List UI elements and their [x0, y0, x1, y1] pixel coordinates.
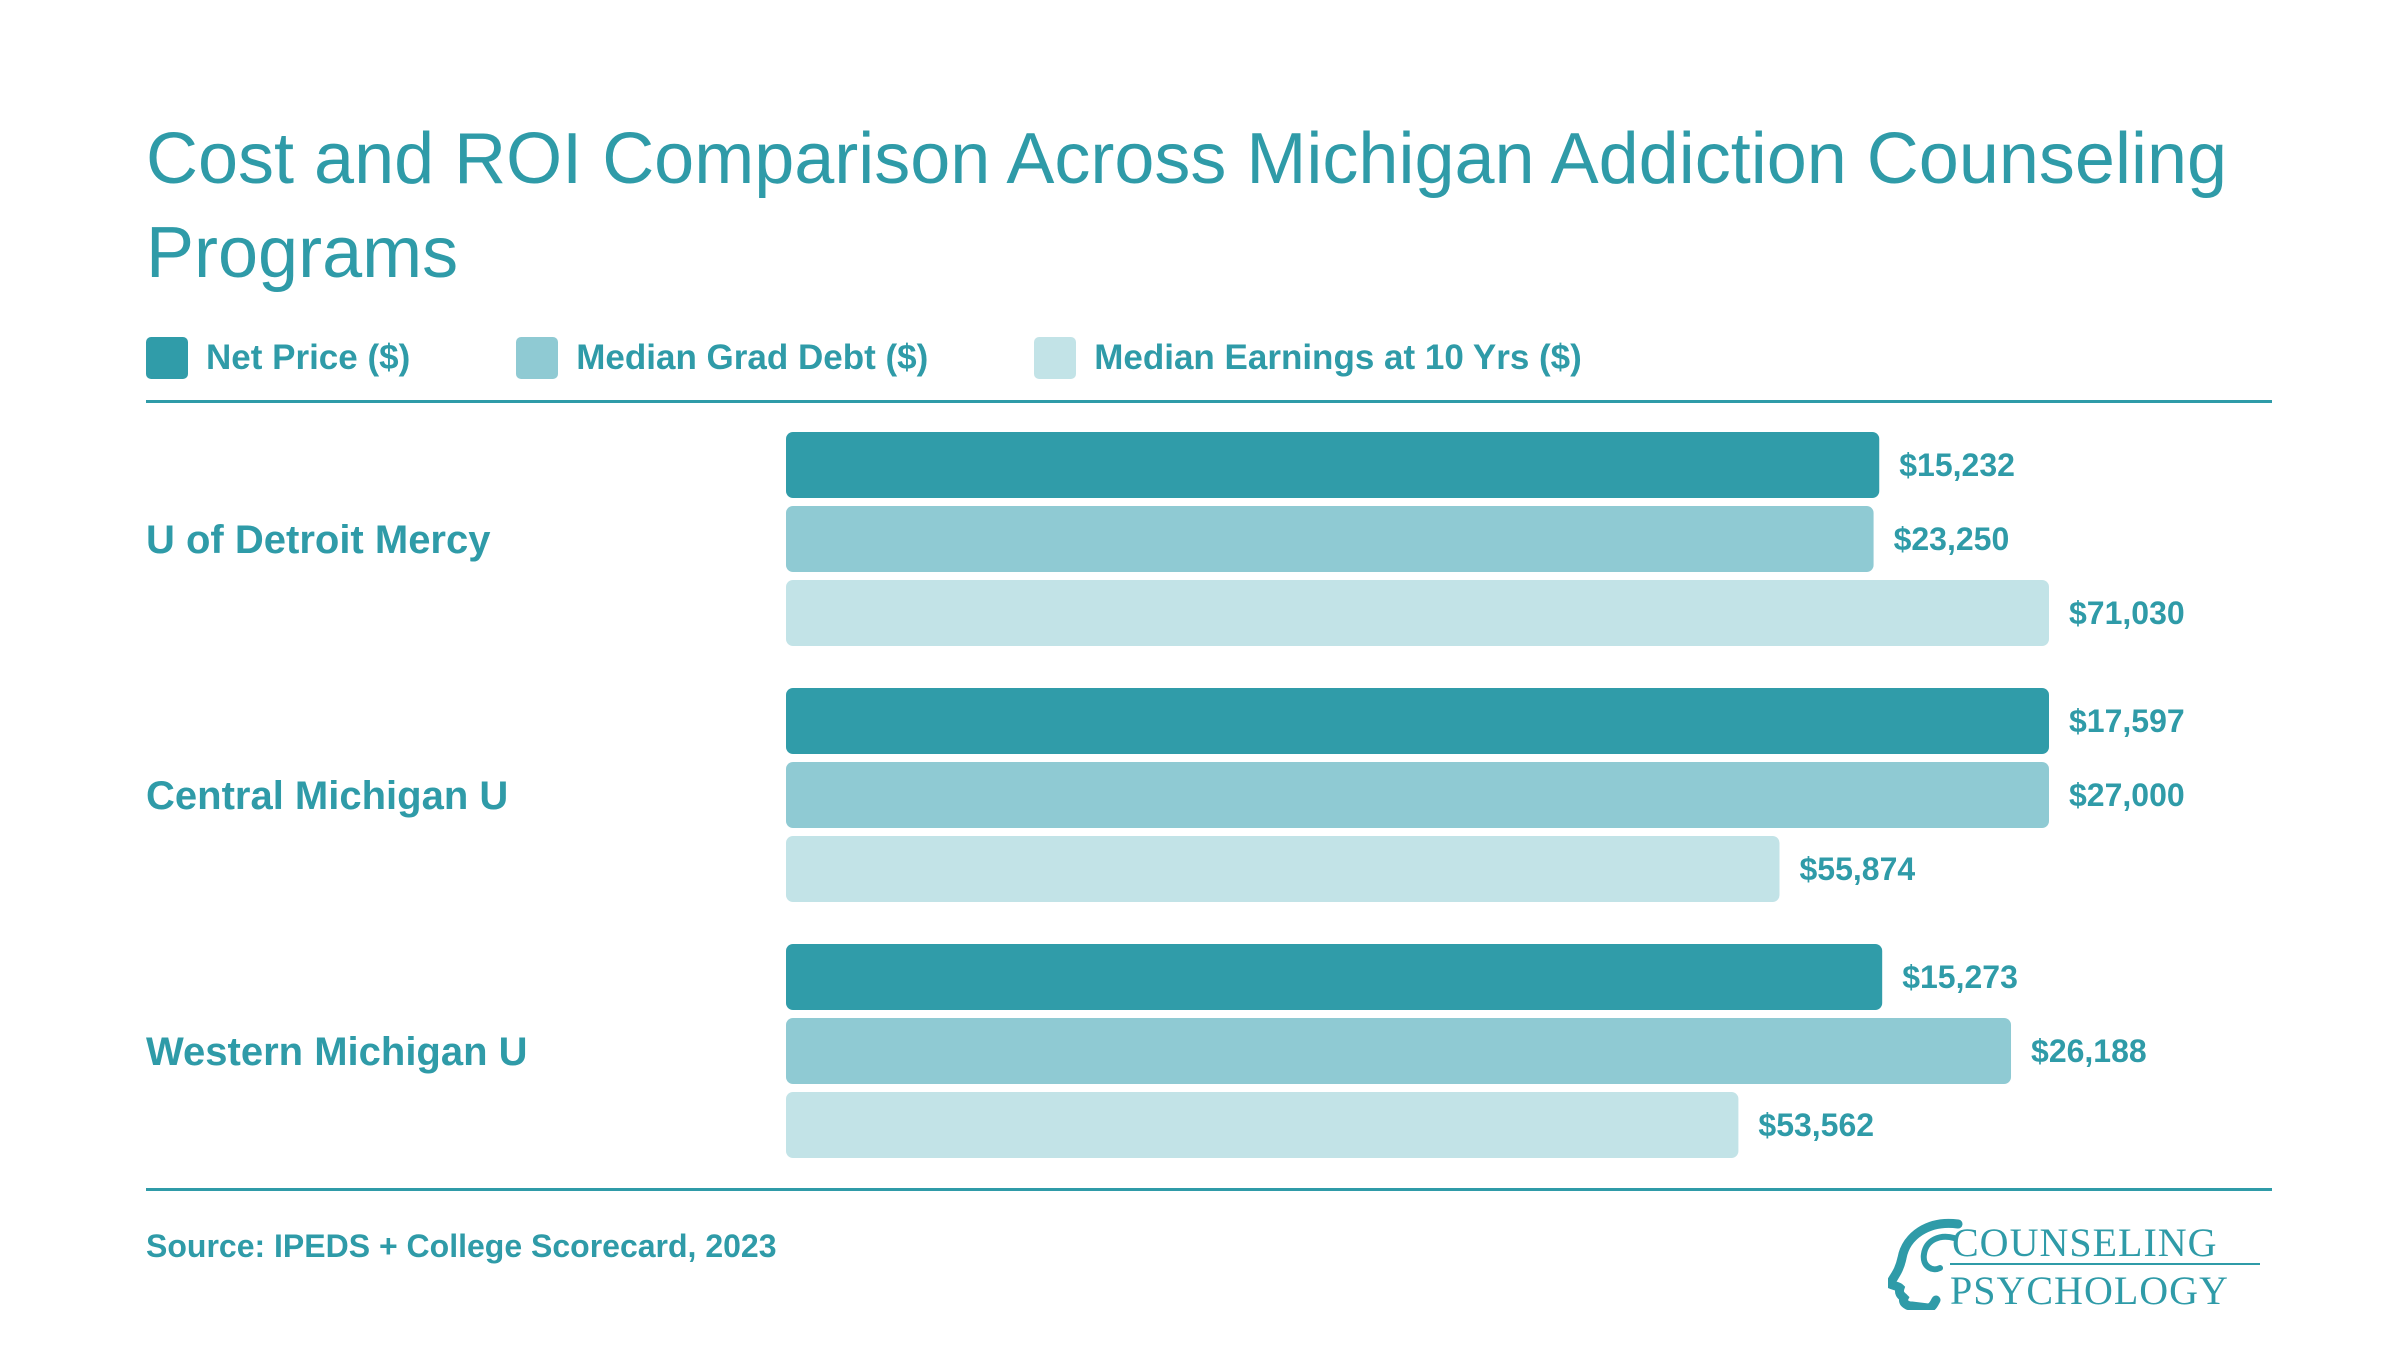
bar [786, 506, 1874, 572]
counseling-psychology-logo: COUNSELING PSYCHOLOGY [1888, 1218, 2260, 1310]
legend-item-grad-debt: Median Grad Debt ($) [516, 337, 928, 379]
category-label: U of Detroit Mercy [146, 518, 491, 562]
bar [786, 688, 2049, 754]
legend-item-earnings: Median Earnings at 10 Yrs ($) [1034, 337, 1582, 379]
bar [786, 1018, 2012, 1084]
source-note: Source: IPEDS + College Scorecard, 2023 [146, 1228, 777, 1264]
data-label: $23,250 [1894, 521, 2010, 557]
logo-line-2: PSYCHOLOGY [1950, 1268, 2229, 1310]
data-label: $15,273 [1902, 959, 2018, 995]
data-label: $53,562 [1758, 1107, 1874, 1143]
bar [786, 762, 2049, 828]
bottom-divider [146, 1188, 2272, 1191]
category-label: Central Michigan U [146, 774, 508, 818]
legend-label-net-price: Net Price ($) [206, 338, 411, 377]
chart-legend: Net Price ($) Median Grad Debt ($) Media… [146, 336, 1688, 380]
bar [786, 432, 1880, 498]
bar [786, 944, 1883, 1010]
legend-swatch-net-price [146, 337, 188, 379]
bar [786, 836, 1780, 902]
category-label: Western Michigan U [146, 1030, 528, 1074]
data-label: $55,874 [1800, 851, 1916, 887]
legend-label-grad-debt: Median Grad Debt ($) [576, 338, 929, 377]
legend-item-net-price: Net Price ($) [146, 337, 410, 379]
top-divider [146, 400, 2272, 403]
data-label: $27,000 [2069, 777, 2185, 813]
bar [786, 1092, 1739, 1158]
legend-swatch-grad-debt [516, 337, 559, 379]
legend-swatch-earnings [1034, 337, 1077, 379]
data-label: $26,188 [2031, 1033, 2147, 1069]
head-profile-icon [1888, 1218, 1963, 1310]
data-label: $71,030 [2069, 595, 2185, 631]
logo-line-1: COUNSELING [1952, 1220, 2218, 1265]
bar [786, 580, 2049, 646]
chart-title: Cost and ROI Comparison Across Michigan … [146, 119, 2228, 293]
data-label: $17,597 [2069, 703, 2185, 739]
data-label: $15,232 [1899, 447, 2015, 483]
legend-label-earnings: Median Earnings at 10 Yrs ($) [1094, 338, 1582, 377]
